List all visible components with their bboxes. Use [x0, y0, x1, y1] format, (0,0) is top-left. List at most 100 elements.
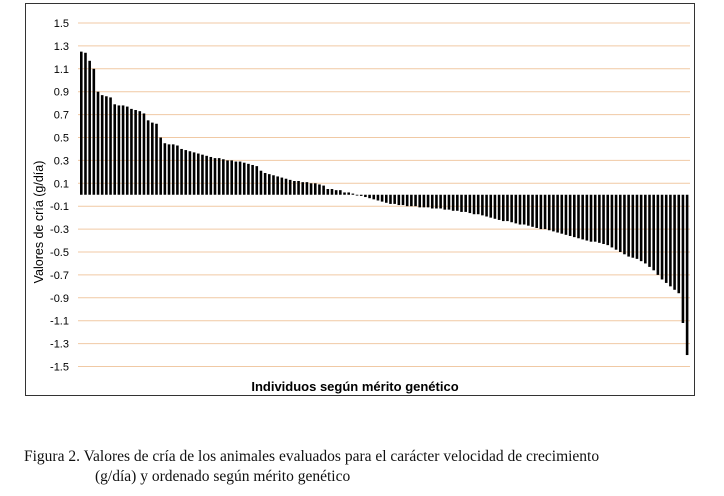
- bar: [88, 60, 91, 195]
- bar: [593, 194, 597, 242]
- bar: [635, 194, 639, 259]
- bar: [288, 179, 292, 195]
- bar: [681, 194, 685, 323]
- bar: [573, 194, 576, 238]
- bar: [389, 194, 392, 204]
- bar: [238, 161, 242, 195]
- y-tick-label: 0.7: [54, 110, 69, 122]
- y-tick-label: -0.9: [50, 293, 69, 305]
- chart-frame: 1.5 1.3 1.1 0.9 0.7 0.5 0.3 0.1 -0.1 -0.3 -0.5 -0.7…: [25, 3, 695, 396]
- bar: [313, 183, 317, 195]
- bar: [618, 194, 622, 252]
- bar: [355, 194, 359, 196]
- bar: [234, 161, 238, 195]
- bar: [272, 175, 275, 195]
- y-tick-label: -1.5: [50, 362, 69, 374]
- bar: [372, 194, 376, 200]
- bar: [80, 51, 83, 195]
- bar: [606, 194, 610, 246]
- bar: [184, 150, 188, 195]
- bar: [196, 153, 200, 195]
- bar: [385, 194, 388, 203]
- bar: [96, 91, 100, 195]
- bar: [213, 158, 217, 195]
- bar: [451, 194, 455, 211]
- bar: [309, 183, 313, 195]
- bar: [493, 194, 497, 219]
- bar: [117, 105, 121, 195]
- bar: [497, 194, 501, 220]
- gridlines: [78, 22, 690, 367]
- y-tick-label: 1.1: [54, 64, 69, 76]
- bar: [489, 194, 493, 218]
- bar: [293, 181, 296, 195]
- y-tick-label: -0.7: [50, 270, 69, 282]
- bar: [539, 194, 543, 230]
- bar-chart: 1.5 1.3 1.1 0.9 0.7 0.5 0.3 0.1 -0.1 -0.3 -0.5 -0.7…: [32, 18, 690, 394]
- bar: [664, 194, 668, 283]
- bar: [130, 108, 133, 195]
- bar: [146, 120, 150, 195]
- bar: [242, 162, 246, 195]
- bar: [155, 123, 158, 195]
- bar: [188, 151, 192, 195]
- bar: [660, 194, 664, 280]
- bar: [230, 160, 233, 195]
- bar: [125, 106, 129, 195]
- y-tick-label: 1.5: [54, 18, 69, 30]
- bar: [192, 152, 196, 195]
- bar: [276, 176, 279, 195]
- bar: [301, 182, 305, 195]
- bar: [121, 105, 125, 195]
- bar: [380, 194, 384, 202]
- bar: [410, 194, 413, 207]
- bar: [527, 194, 530, 226]
- bar: [476, 194, 480, 215]
- bar: [485, 194, 488, 217]
- bar: [589, 194, 593, 242]
- bar: [326, 189, 330, 195]
- bar: [556, 194, 559, 233]
- bar: [284, 178, 288, 195]
- y-tick-label: 1.3: [54, 41, 69, 53]
- bar: [623, 194, 626, 255]
- bar: [669, 194, 672, 287]
- bar: [334, 190, 338, 195]
- y-tick-label: -1.1: [50, 316, 69, 328]
- bar: [405, 194, 409, 207]
- bar: [359, 194, 363, 196]
- y-axis-label: Valores de cría (g/día): [32, 161, 46, 284]
- bar: [535, 194, 538, 228]
- bar: [560, 194, 564, 234]
- bar: [677, 194, 681, 294]
- caption-line-1: Figura 2. Valores de cría de los animale…: [24, 448, 600, 465]
- bar: [514, 194, 518, 224]
- y-tick-label: -0.3: [50, 224, 69, 236]
- bar: [685, 194, 689, 356]
- y-tick-label: 0.1: [54, 178, 69, 190]
- bar: [205, 155, 208, 195]
- bar: [506, 194, 509, 222]
- bar: [376, 194, 380, 201]
- bar: [552, 194, 555, 232]
- bar: [447, 194, 451, 210]
- bar: [397, 194, 401, 206]
- bar: [113, 104, 117, 195]
- bar: [368, 194, 371, 199]
- bar: [656, 194, 660, 275]
- bar: [585, 194, 589, 241]
- bar: [222, 159, 225, 195]
- bar: [201, 154, 204, 195]
- bar: [547, 194, 551, 231]
- bar: [297, 181, 300, 195]
- bar: [472, 194, 476, 215]
- bar: [251, 164, 254, 195]
- bar: [468, 194, 472, 214]
- bar: [209, 156, 213, 195]
- bar: [339, 190, 342, 195]
- bar: [351, 193, 355, 195]
- bar: [305, 182, 309, 195]
- figure-caption: Figura 2. Valores de cría de los animale…: [24, 447, 720, 487]
- bar: [610, 194, 614, 248]
- bar: [138, 111, 142, 195]
